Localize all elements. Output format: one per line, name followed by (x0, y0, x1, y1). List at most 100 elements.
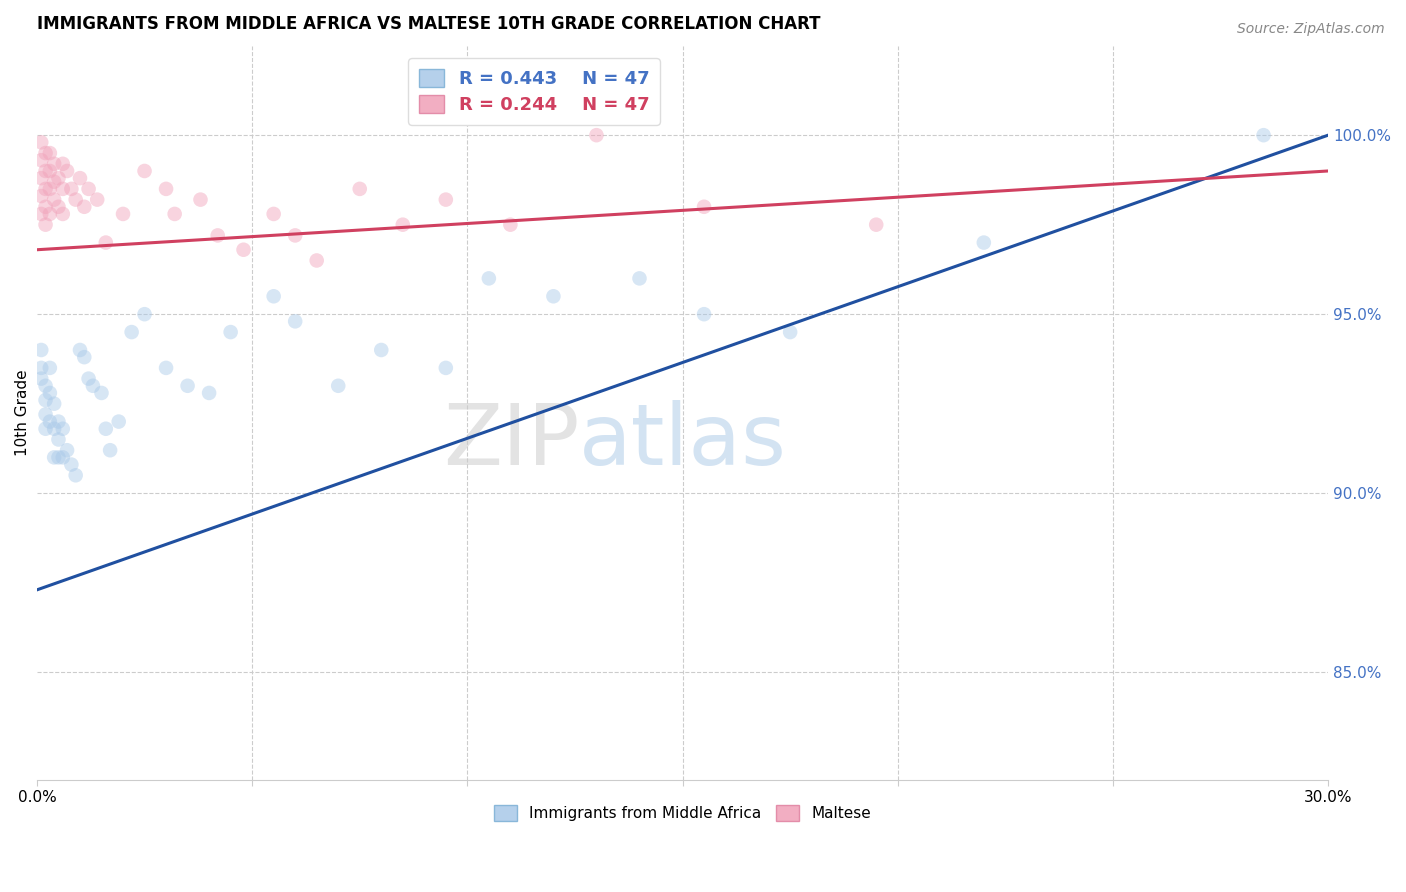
Point (30, 360, 52, 375)
Point (30, 136, 52, 150)
Point (263, 289, 285, 303)
Point (98, 443, 121, 458)
Point (30, 189, 52, 203)
Point (44, 397, 66, 411)
Point (349, 182, 371, 196)
Point (30, 207, 52, 221)
Text: IMMIGRANTS FROM MIDDLE AFRICA VS MALTESE 10TH GRADE CORRELATION CHART: IMMIGRANTS FROM MIDDLE AFRICA VS MALTESE… (37, 15, 821, 33)
Point (219, 325, 242, 339)
Point (73, 200, 96, 214)
Point (693, 200, 716, 214)
Point (34, 146, 56, 161)
Point (90, 386, 112, 401)
Point (190, 193, 212, 207)
Point (30, 153, 52, 168)
Point (284, 228, 307, 243)
Point (163, 207, 186, 221)
Point (34, 182, 56, 196)
Text: ZIP: ZIP (443, 401, 579, 483)
Point (134, 307, 156, 321)
Point (1253, 128, 1275, 143)
Point (107, 415, 129, 429)
Point (38, 360, 60, 375)
Point (305, 253, 328, 268)
Point (263, 207, 285, 221)
Point (86, 193, 108, 207)
Point (48, 450, 70, 465)
Point (48, 171, 70, 186)
Point (38, 415, 60, 429)
Point (60, 182, 83, 196)
Point (434, 360, 457, 375)
Point (284, 314, 307, 328)
Point (94, 422, 117, 436)
Point (34, 218, 56, 232)
Point (34, 408, 56, 422)
Point (77, 371, 100, 385)
Point (328, 378, 350, 392)
Point (499, 218, 522, 232)
Point (111, 207, 134, 221)
Point (56, 164, 79, 178)
Point (973, 235, 995, 250)
Point (52, 450, 75, 465)
Point (865, 218, 887, 232)
Point (52, 157, 75, 171)
Point (69, 343, 91, 357)
Point (44, 422, 66, 436)
Point (207, 228, 229, 243)
Point (155, 360, 177, 375)
Point (38, 182, 60, 196)
Point (48, 415, 70, 429)
Text: Source: ZipAtlas.com: Source: ZipAtlas.com (1237, 22, 1385, 37)
Point (585, 128, 607, 143)
Point (34, 378, 56, 392)
Point (69, 171, 91, 186)
Point (34, 164, 56, 178)
Point (48, 200, 70, 214)
Text: atlas: atlas (579, 401, 787, 483)
Point (34, 422, 56, 436)
Point (134, 164, 156, 178)
Point (38, 386, 60, 401)
Point (370, 343, 392, 357)
Point (38, 207, 60, 221)
Point (628, 271, 651, 285)
Point (77, 182, 100, 196)
Point (65, 468, 87, 483)
Point (155, 182, 177, 196)
Point (543, 289, 565, 303)
Point (38, 146, 60, 161)
Legend: Immigrants from Middle Africa, Maltese: Immigrants from Middle Africa, Maltese (488, 799, 877, 827)
Point (121, 325, 143, 339)
Point (779, 325, 801, 339)
Point (82, 378, 104, 392)
Point (44, 157, 66, 171)
Point (52, 422, 75, 436)
Point (52, 207, 75, 221)
Point (73, 350, 96, 364)
Point (176, 378, 198, 392)
Point (30, 343, 52, 357)
Point (30, 171, 52, 186)
Point (44, 193, 66, 207)
Point (434, 193, 457, 207)
Point (44, 450, 66, 465)
Point (693, 307, 716, 321)
Point (52, 182, 75, 196)
Point (44, 175, 66, 189)
Point (48, 433, 70, 447)
Point (65, 193, 87, 207)
Point (198, 386, 221, 401)
Point (30, 371, 52, 385)
Point (478, 271, 501, 285)
Point (34, 200, 56, 214)
Point (232, 243, 254, 257)
Point (60, 458, 83, 472)
Point (391, 218, 413, 232)
Point (56, 443, 79, 458)
Point (34, 393, 56, 408)
Y-axis label: 10th Grade: 10th Grade (15, 369, 30, 456)
Point (38, 164, 60, 178)
Point (94, 235, 117, 250)
